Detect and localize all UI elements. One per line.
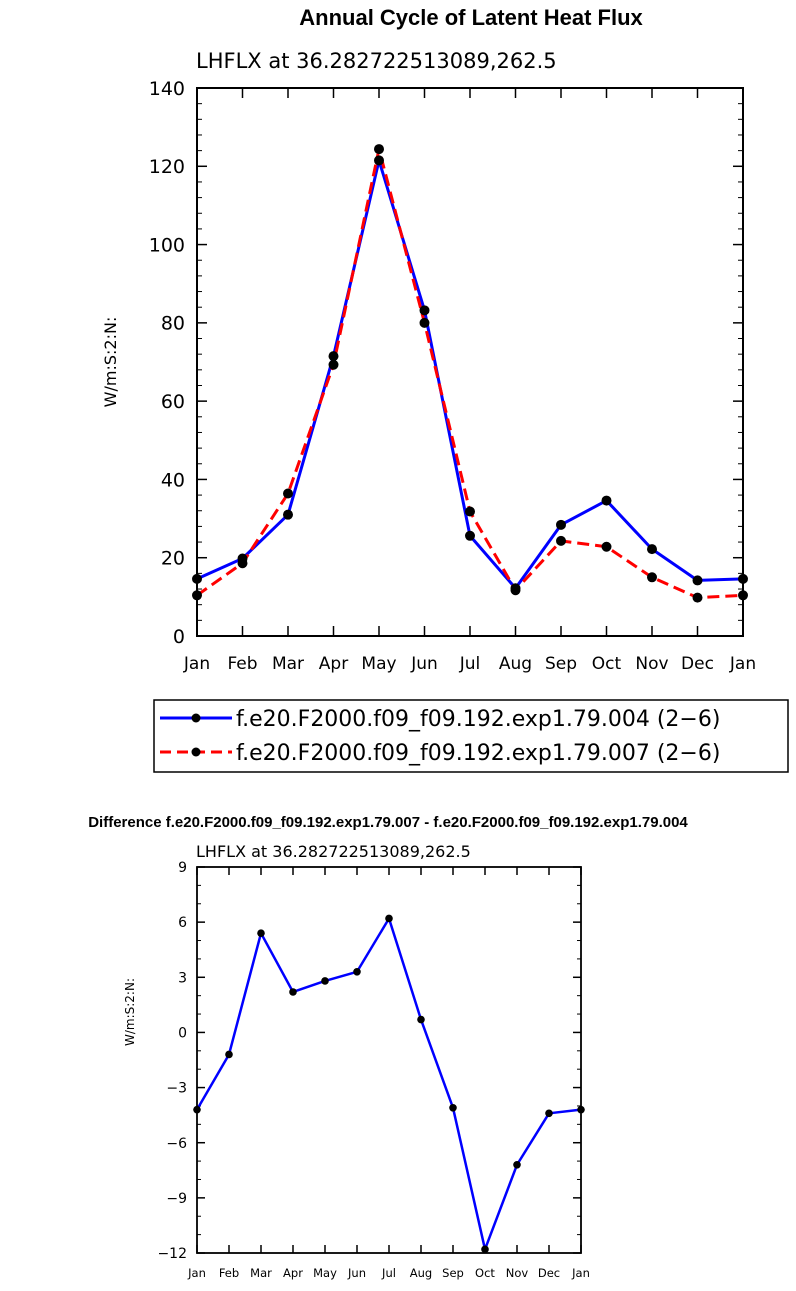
chart1-y-tick-label: 40	[161, 469, 185, 491]
chart1-series-2-point	[692, 592, 703, 603]
chart2-x-tick-label: Nov	[506, 1266, 529, 1280]
chart2-x-tick-label: Apr	[283, 1266, 303, 1280]
chart2-x-tick-label: Jul	[381, 1266, 396, 1280]
chart2-y-tick-label: 0	[178, 1025, 187, 1041]
chart1-series-1-point	[601, 495, 612, 506]
chart1-y-tick-label: 100	[149, 234, 185, 256]
chart2-series-1-point	[289, 988, 297, 996]
chart2-series-1-point	[385, 914, 393, 923]
legend-marker-series-1	[191, 713, 201, 723]
chart1-y-tick-label: 140	[149, 78, 185, 100]
chart2-y-tick-label: 3	[178, 970, 187, 986]
chart2-ticks: Jan Feb Mar Apr May Jun Jul Aug Sep Oct Nov Dec Jan−…	[157, 860, 589, 1280]
chart2-ylabel: W/m:S:2:N:	[123, 978, 137, 1046]
chart2-y-tick-label: −12	[157, 1246, 187, 1262]
chart2-subtitle: LHFLX at 36.282722513089,262.5	[196, 842, 471, 861]
chart2-x-tick-label: Sep	[442, 1266, 464, 1280]
chart2-title: Difference f.e20.F2000.f09_f09.192.exp1.…	[88, 814, 688, 831]
chart1-series-1-line	[196, 158, 744, 590]
chart1-y-tick-label: 120	[149, 156, 185, 178]
chart1-x-tick-label: Mar	[272, 654, 304, 674]
chart1-x-tick-label: Jan	[183, 654, 210, 674]
legend-label-series-1: f.e20.F2000.f09_f09.192.exp1.79.004 (2−6…	[236, 707, 720, 732]
chart1-x-tick-label: Jul	[459, 654, 481, 674]
chart1-series-1-point	[283, 509, 293, 520]
chart1-series-2-point	[283, 488, 293, 499]
chart1-x-tick-label: May	[361, 654, 396, 674]
chart1-series-2-point	[328, 359, 339, 370]
chart1-y-tick-label: 0	[173, 626, 185, 648]
chart2-x-tick-label: Oct	[475, 1266, 495, 1280]
chart1-series-2-point	[647, 572, 657, 583]
chart1-series-2-point	[601, 541, 612, 552]
chart2-x-tick-label: Feb	[219, 1266, 239, 1280]
chart2-series-1-point	[481, 1245, 489, 1254]
chart1-x-tick-label: Aug	[499, 654, 532, 674]
chart2-x-tick-label: Jan	[571, 1266, 590, 1280]
chart2-series-1-point	[353, 967, 361, 976]
chart1-subtitle: LHFLX at 36.282722513089,262.5	[196, 49, 557, 73]
chart2-y-tick-label: −9	[166, 1191, 187, 1207]
chart1-x-tick-label: Apr	[319, 654, 348, 674]
chart2-series-1-point	[545, 1109, 553, 1118]
chart1-y-tick-label: 20	[161, 548, 185, 570]
chart2-plot-frame	[196, 866, 582, 1254]
chart1-series-1-point	[647, 544, 657, 555]
chart2-series-1-point	[449, 1103, 457, 1112]
chart1-x-tick-label: Jun	[410, 654, 438, 674]
chart2-x-tick-label: Dec	[538, 1266, 560, 1280]
chart1-y-tick-label: 80	[161, 313, 185, 335]
chart2-x-tick-label: Mar	[250, 1266, 272, 1280]
chart1-x-tick-label: Oct	[592, 654, 622, 674]
chart1-series-1-point	[465, 530, 475, 541]
chart2-y-tick-label: −3	[166, 1081, 187, 1097]
chart1-series-1-point	[328, 351, 339, 362]
chart1-series-1-point	[374, 155, 384, 166]
chart1-x-tick-label: Dec	[681, 654, 714, 674]
chart1-series-2-point	[237, 558, 248, 569]
chart2-x-tick-label: Jan	[187, 1266, 206, 1280]
chart2-series-1-point	[321, 977, 329, 985]
chart2-y-tick-label: 6	[178, 915, 187, 931]
chart2-series-1-point	[257, 929, 265, 937]
chart1-series-2-point	[419, 317, 430, 328]
chart1-title: Annual Cycle of Latent Heat Flux	[299, 5, 643, 30]
chart1-x-tick-label: Nov	[635, 654, 668, 674]
chart2-series-1-point	[417, 1015, 425, 1024]
legend-marker-series-2	[191, 747, 201, 757]
chart1-x-tick-label: Jan	[729, 654, 756, 674]
legend-box	[153, 699, 789, 773]
chart1-series-2-point	[510, 585, 521, 596]
chart1-series	[192, 144, 748, 603]
chart1-series-2-point	[374, 144, 384, 155]
chart1-ylabel: W/m:S:2:N:	[101, 317, 120, 408]
chart2-series-1-point	[513, 1160, 521, 1169]
chart1-series-1-point	[419, 305, 430, 316]
chart2-series	[193, 914, 585, 1254]
chart1-series-1-point	[692, 575, 703, 586]
chart1-plot-frame	[196, 87, 744, 637]
chart2-x-tick-label: May	[313, 1266, 337, 1280]
chart1-legend: f.e20.F2000.f09_f09.192.exp1.79.004 (2−6…	[153, 699, 789, 773]
chart2-x-tick-label: Jun	[347, 1266, 366, 1280]
chart1-series-2-point	[465, 506, 475, 517]
chart2-y-tick-label: −6	[166, 1136, 187, 1152]
chart1-series-2-point	[556, 535, 566, 546]
chart1-series-1-point	[556, 519, 566, 530]
chart1-ticks: Jan Feb Mar Apr May Jun Jul Aug Sep Oct Nov Dec Jan 0…	[149, 78, 756, 674]
chart2-series-1-point	[225, 1050, 233, 1059]
chart1-x-tick-label: Feb	[227, 654, 257, 674]
chart2-series-1-line	[195, 917, 582, 1251]
chart2-x-tick-label: Aug	[410, 1266, 432, 1280]
chart1-y-tick-label: 60	[161, 391, 185, 413]
legend-label-series-2: f.e20.F2000.f09_f09.192.exp1.79.007 (2−6…	[236, 741, 720, 766]
chart1-x-tick-label: Sep	[545, 654, 577, 674]
chart2-y-tick-label: 9	[178, 860, 187, 876]
